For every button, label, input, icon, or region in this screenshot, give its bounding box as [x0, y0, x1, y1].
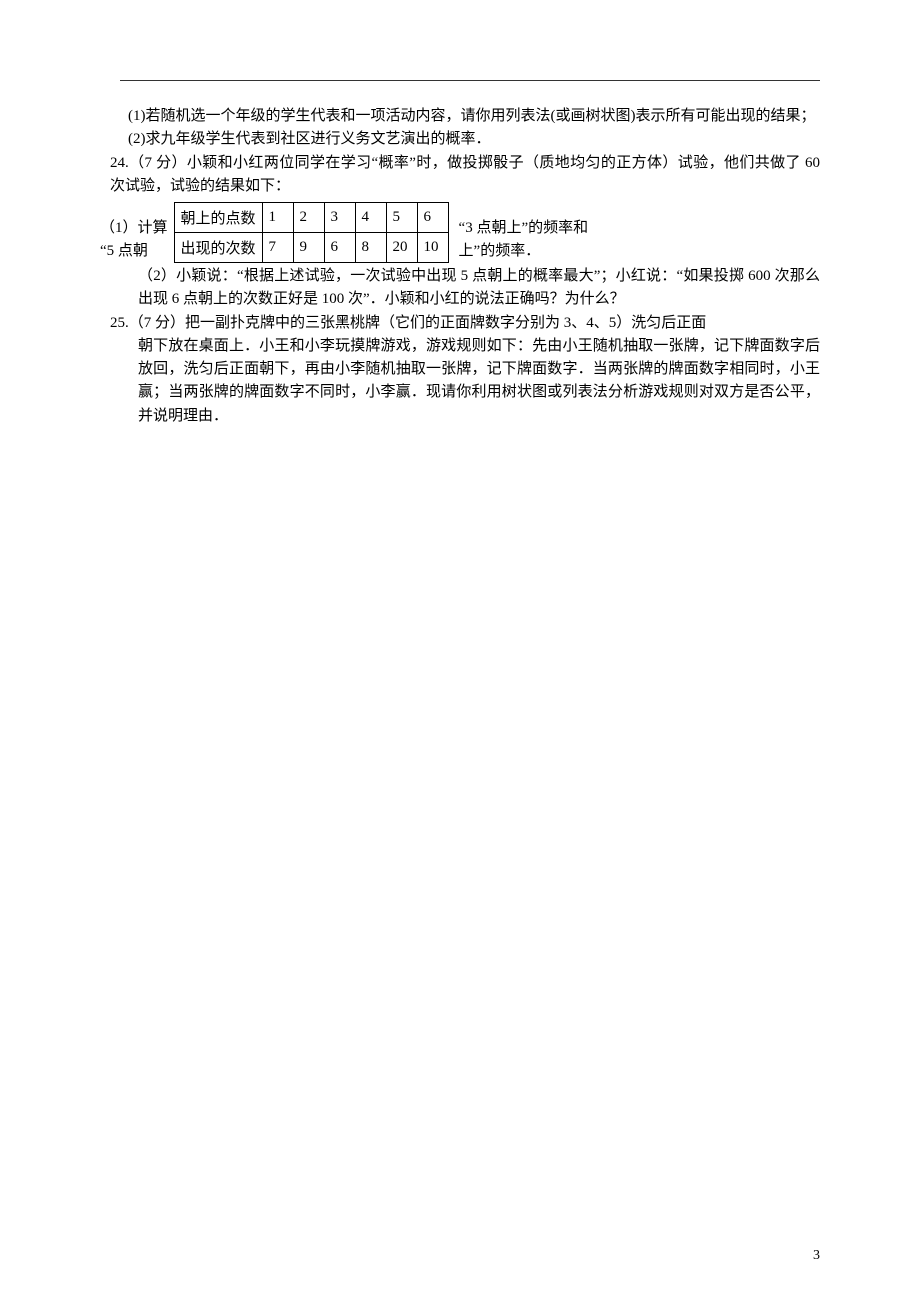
q24-left-line1: （1）计算	[100, 217, 168, 240]
row2-label: 出现的次数	[174, 233, 262, 263]
q23-part2: (2)求九年级学生代表到社区进行义务文艺演出的概率．	[100, 128, 820, 151]
cell: 7	[262, 233, 293, 263]
cell: 10	[417, 233, 448, 263]
header-rule	[120, 80, 820, 81]
q23-part1: (1)若随机选一个年级的学生代表和一项活动内容，请你用列表法(或画树状图)表示所…	[100, 105, 820, 128]
cell: 20	[386, 233, 417, 263]
q24-header: 24.（7 分）小颖和小红两位同学在学习“概率”时，做投掷骰子（质地均匀的正方体…	[100, 152, 820, 199]
q24-table: 朝上的点数 1 2 3 4 5 6 出现的次数 7 9 6 8 20 10	[174, 202, 449, 263]
q24-left-line2: “5 点朝	[100, 240, 168, 263]
cell: 8	[355, 233, 386, 263]
q24-right-line2: 上”的频率．	[459, 240, 589, 263]
cell: 2	[293, 203, 324, 233]
q25-body: 朝下放在桌面上．小王和小李玩摸牌游戏，游戏规则如下：先由小王随机抽取一张牌，记下…	[100, 335, 820, 428]
cell: 6	[324, 233, 355, 263]
cell: 5	[386, 203, 417, 233]
row1-label: 朝上的点数	[174, 203, 262, 233]
q24-header-text: 24.（7 分）小颖和小红两位同学在学习“概率”时，做投掷骰子（质地均匀的正方体…	[110, 155, 820, 194]
q24-right-line1: “3 点朝上”的频率和	[459, 217, 589, 240]
table-row: 出现的次数 7 9 6 8 20 10	[174, 233, 448, 263]
q24-table-row: （1）计算 “5 点朝 朝上的点数 1 2 3 4 5 6 出现的次数 7 9 …	[100, 202, 820, 263]
table-row: 朝上的点数 1 2 3 4 5 6	[174, 203, 448, 233]
page-content: (1)若随机选一个年级的学生代表和一项活动内容，请你用列表法(或画树状图)表示所…	[0, 0, 920, 468]
q25-line1: 25.（7 分）把一副扑克牌中的三张黑桃牌（它们的正面牌数字分别为 3、4、5）…	[100, 312, 820, 335]
q24-part2: （2）小颖说：“根据上述试验，一次试验中出现 5 点朝上的概率最大”；小红说：“…	[100, 265, 820, 312]
q24-left-text: （1）计算 “5 点朝	[100, 202, 168, 263]
cell: 6	[417, 203, 448, 233]
page-number: 3	[813, 1248, 820, 1264]
q24-right-text: “3 点朝上”的频率和 上”的频率．	[449, 202, 589, 263]
cell: 1	[262, 203, 293, 233]
cell: 9	[293, 233, 324, 263]
cell: 4	[355, 203, 386, 233]
cell: 3	[324, 203, 355, 233]
